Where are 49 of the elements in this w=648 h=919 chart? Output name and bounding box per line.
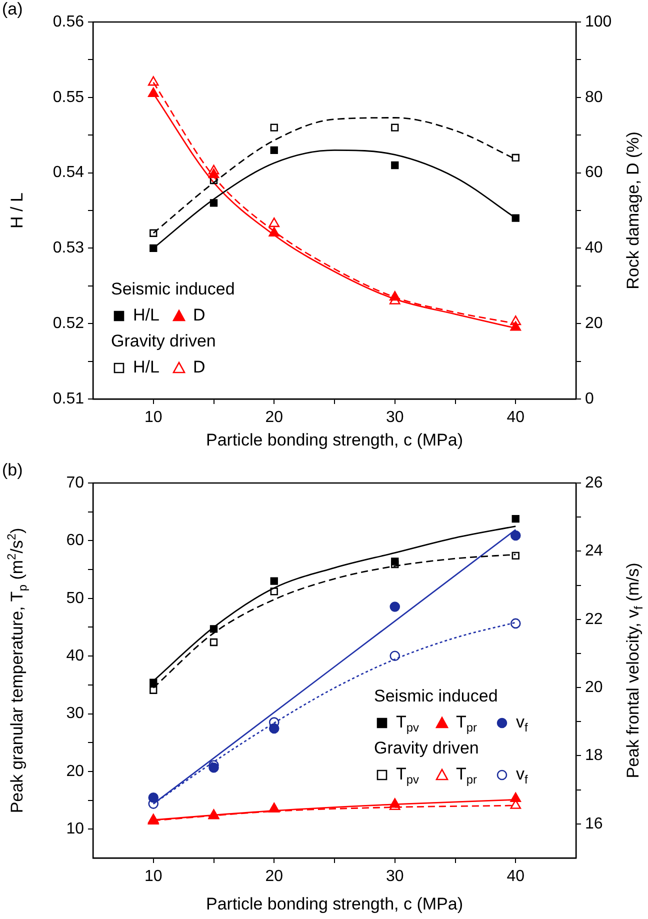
y-tick-label: 0.52 xyxy=(52,315,84,332)
x-tick-label: 40 xyxy=(506,409,525,426)
y2-tick-label: 60 xyxy=(585,164,603,182)
y2-tick-label: 22 xyxy=(585,610,603,628)
y-tick-label: 0.55 xyxy=(52,88,84,106)
legend-label: H/L xyxy=(133,358,160,377)
y2-tick-label: 16 xyxy=(585,815,603,832)
y2-tick-label: 20 xyxy=(585,315,603,332)
x-tick-label: 10 xyxy=(144,409,162,426)
x-tick-label: 40 xyxy=(506,868,525,886)
y-tick-label: 0.54 xyxy=(52,164,84,182)
annotation: Gravity driven xyxy=(111,332,216,351)
x-tick-label: 20 xyxy=(265,868,284,886)
chart-title: (a) xyxy=(2,0,23,19)
y2-tick-label: 40 xyxy=(585,240,603,257)
y-tick-label: 20 xyxy=(66,762,84,780)
y2-tick-label: 18 xyxy=(585,747,603,764)
x-tick-label: 30 xyxy=(386,868,404,886)
y-tick-label: 30 xyxy=(66,705,84,722)
annotation: Seismic induced xyxy=(111,280,235,299)
annotation: Gravity driven xyxy=(374,738,479,758)
y-axis-title: Peak granular temperature, Tp (m2/s2) xyxy=(4,528,30,814)
y-tick-label: 40 xyxy=(66,647,84,664)
y2-tick-label: 100 xyxy=(585,13,612,30)
legend-label: D xyxy=(193,358,206,377)
y-tick-label: 60 xyxy=(66,532,84,550)
chart-title: (b) xyxy=(2,460,23,480)
y-tick-label: 0.51 xyxy=(52,390,84,408)
x-axis-title: Particle bonding strength, c (MPa) xyxy=(206,894,464,914)
x-tick-label: 20 xyxy=(265,409,284,426)
y2-tick-label: 0 xyxy=(585,390,594,408)
y2-tick-label: 26 xyxy=(585,474,603,492)
legend-label: H/L xyxy=(133,306,160,325)
x-tick-label: 10 xyxy=(144,868,162,886)
y-tick-label: 10 xyxy=(66,820,84,838)
annotation: Seismic induced xyxy=(374,686,498,706)
x-axis-title: Particle bonding strength, c (MPa) xyxy=(206,430,464,450)
y-tick-label: 50 xyxy=(66,590,84,607)
y2-tick-label: 24 xyxy=(585,542,603,560)
y2-tick-label: 80 xyxy=(585,88,603,106)
y-tick-label: 70 xyxy=(66,474,84,492)
y2-axis-title: Peak frontal velocity, vf (m/s) xyxy=(624,562,646,778)
x-tick-label: 30 xyxy=(386,409,404,426)
y-axis-title: H / L xyxy=(8,192,27,228)
legend-label: D xyxy=(193,306,206,325)
y-tick-label: 0.53 xyxy=(52,240,84,257)
y2-tick-label: 20 xyxy=(585,678,603,696)
y-tick-label: 0.56 xyxy=(52,13,84,30)
y2-axis-title: Rock damage, D (%) xyxy=(624,132,643,290)
